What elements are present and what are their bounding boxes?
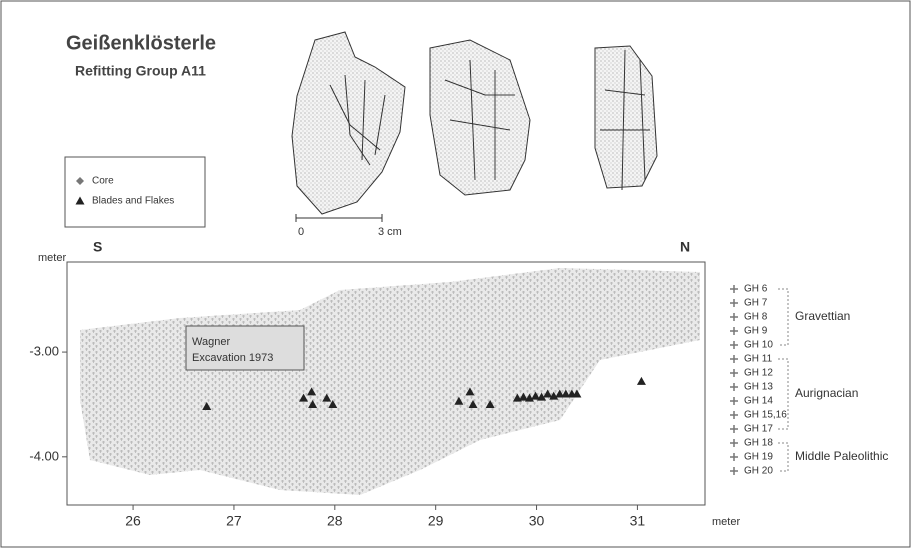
legend-label: Blades and Flakes [92,196,174,207]
x-tick-label: 31 [630,513,646,529]
legend-label: Core [92,176,114,187]
layer-label: GH 14 [744,396,773,407]
group-label: Middle Paleolithic [795,449,888,463]
layer-marker [730,341,738,349]
x-tick-label: 27 [226,513,242,529]
layer-marker [730,355,738,363]
y-axis-label: meter [38,252,66,264]
scale-bar [296,214,382,222]
layer-label: GH 9 [744,326,768,337]
layer-marker [730,313,738,321]
layer-marker [730,327,738,335]
artefact-drawings [292,32,657,214]
x-tick-label: 26 [125,513,141,529]
layer-label: GH 18 [744,438,773,449]
layer-marker [730,285,738,293]
x-tick-label: 29 [428,513,444,529]
layer-label: GH 10 [744,340,773,351]
layer-marker [730,411,738,419]
layer-marker [730,397,738,405]
group-label: Aurignacian [795,386,858,400]
group-bracket [778,289,788,345]
layer-label: GH 13 [744,382,773,393]
layer-label: GH 11 [744,354,773,365]
legend-box [65,157,205,227]
layer-label: GH 15,16 [744,410,787,421]
group-bracket [778,443,788,471]
title: Geißenklösterle [66,32,216,54]
layer-label: GH 20 [744,466,773,477]
annotation: Wagner [192,336,230,348]
layer-marker [730,369,738,377]
layer-label: GH 6 [744,284,768,295]
x-tick-label: 30 [529,513,545,529]
layer-marker [730,425,738,433]
subtitle: Refitting Group A11 [75,63,206,79]
layer-label: GH 19 [744,452,773,463]
layer-marker [730,467,738,475]
group-label: Gravettian [795,309,850,323]
x-axis-label: meter [712,516,740,528]
x-tick-label: 28 [327,513,343,529]
y-tick-label: -4.00 [29,448,59,463]
layer-label: GH 12 [744,368,773,379]
layer-marker [730,299,738,307]
direction-label: S [93,239,102,255]
layer-marker [730,383,738,391]
direction-label: N [680,239,690,255]
y-tick-label: -3.00 [29,344,59,359]
layer-label: GH 8 [744,312,768,323]
layer-label: GH 7 [744,298,768,309]
annotation: Excavation 1973 [192,352,273,364]
scale-label: 3 cm [378,226,402,238]
layer-marker [730,453,738,461]
layer-marker [730,439,738,447]
layer-label: GH 17 [744,424,773,435]
figure: Geißenklösterle Refitting Group A11 0 3 … [0,0,912,549]
scale-label: 0 [298,226,304,238]
